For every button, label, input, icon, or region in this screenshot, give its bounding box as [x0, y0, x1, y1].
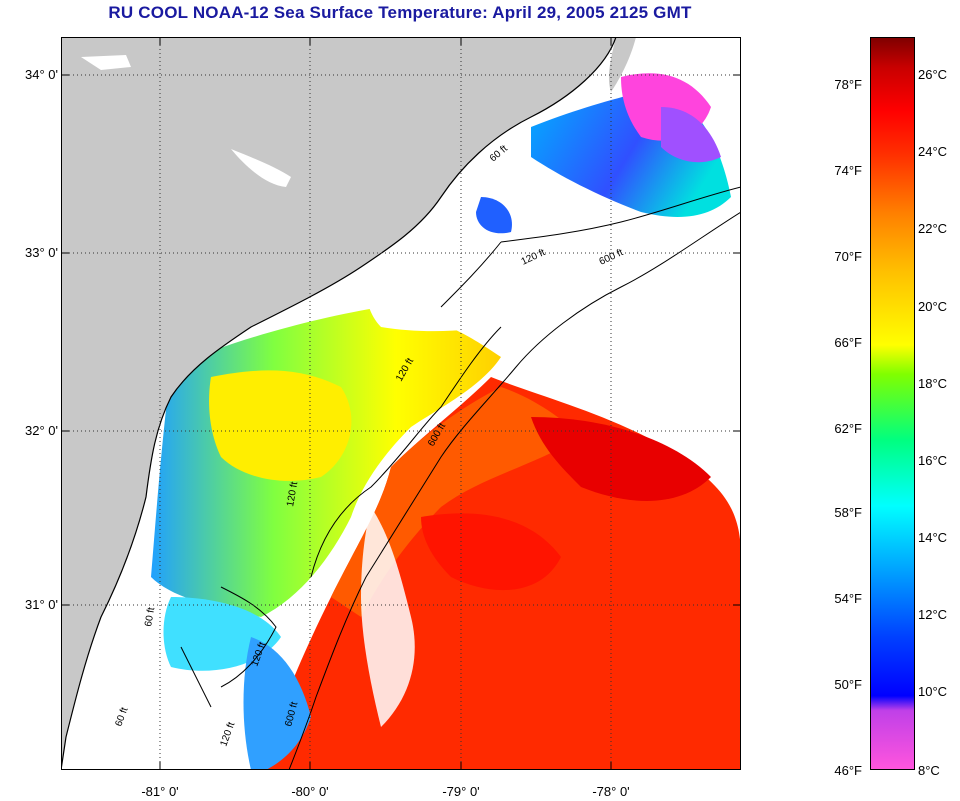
lat-label: 31° 0' — [25, 597, 58, 612]
colorbar-c-label: 14°C — [918, 530, 948, 545]
frame-ticks — [61, 37, 741, 770]
colorbar-c-label: 12°C — [918, 607, 948, 622]
colorbar-c-label: 20°C — [918, 299, 948, 314]
land — [61, 37, 616, 770]
colorbar-f-label: 74°F — [834, 163, 862, 178]
colorbar-c-label: 26°C — [918, 67, 948, 82]
colorbar-f-label: 62°F — [834, 421, 862, 436]
colorbar-c-label: 22°C — [918, 221, 948, 236]
lon-label: -79° 0' — [442, 784, 480, 799]
colorbar-f-label: 66°F — [834, 335, 862, 350]
colorbar-c-label: 8°C — [918, 763, 940, 778]
colorbar-f-label: 54°F — [834, 591, 862, 606]
isobath-600ft — [288, 211, 741, 770]
sst-map[interactable]: 120 ft 600 ft 120 ft 600 ft 120 ft 600 f… — [61, 37, 741, 770]
colorbar-f-label: 78°F — [834, 77, 862, 92]
isobath-label: 120 ft — [285, 481, 300, 508]
isobath-120ft — [310, 186, 741, 578]
colorbar-c-label: 18°C — [918, 376, 948, 391]
temperature-colorbar — [870, 37, 915, 770]
colorbar-f-label: 70°F — [834, 249, 862, 264]
sst-map-graphic: 120 ft 600 ft 120 ft 600 ft 120 ft 600 f… — [61, 37, 741, 770]
cloud-band — [364, 232, 711, 332]
colorbar-c-label: 10°C — [918, 684, 948, 699]
coastline — [61, 37, 617, 770]
colorbar-c-label: 24°C — [918, 144, 948, 159]
isobath-60ft — [180, 586, 277, 708]
lat-label: 33° 0' — [25, 245, 58, 260]
lat-label: 32° 0' — [25, 423, 58, 438]
lon-label: -81° 0' — [141, 784, 179, 799]
lon-label: -80° 0' — [291, 784, 329, 799]
colorbar-c-label: 16°C — [918, 453, 948, 468]
colorbar-f-label: 58°F — [834, 505, 862, 520]
colorbar-f-label: 46°F — [834, 763, 862, 778]
map-title: RU COOL NOAA-12 Sea Surface Temperature:… — [108, 3, 692, 22]
isobath-label: 60 ft — [143, 606, 157, 627]
colorbar-f-label: 50°F — [834, 677, 862, 692]
lon-label: -78° 0' — [592, 784, 630, 799]
lat-label: 34° 0' — [25, 67, 58, 82]
graticule — [61, 37, 741, 770]
